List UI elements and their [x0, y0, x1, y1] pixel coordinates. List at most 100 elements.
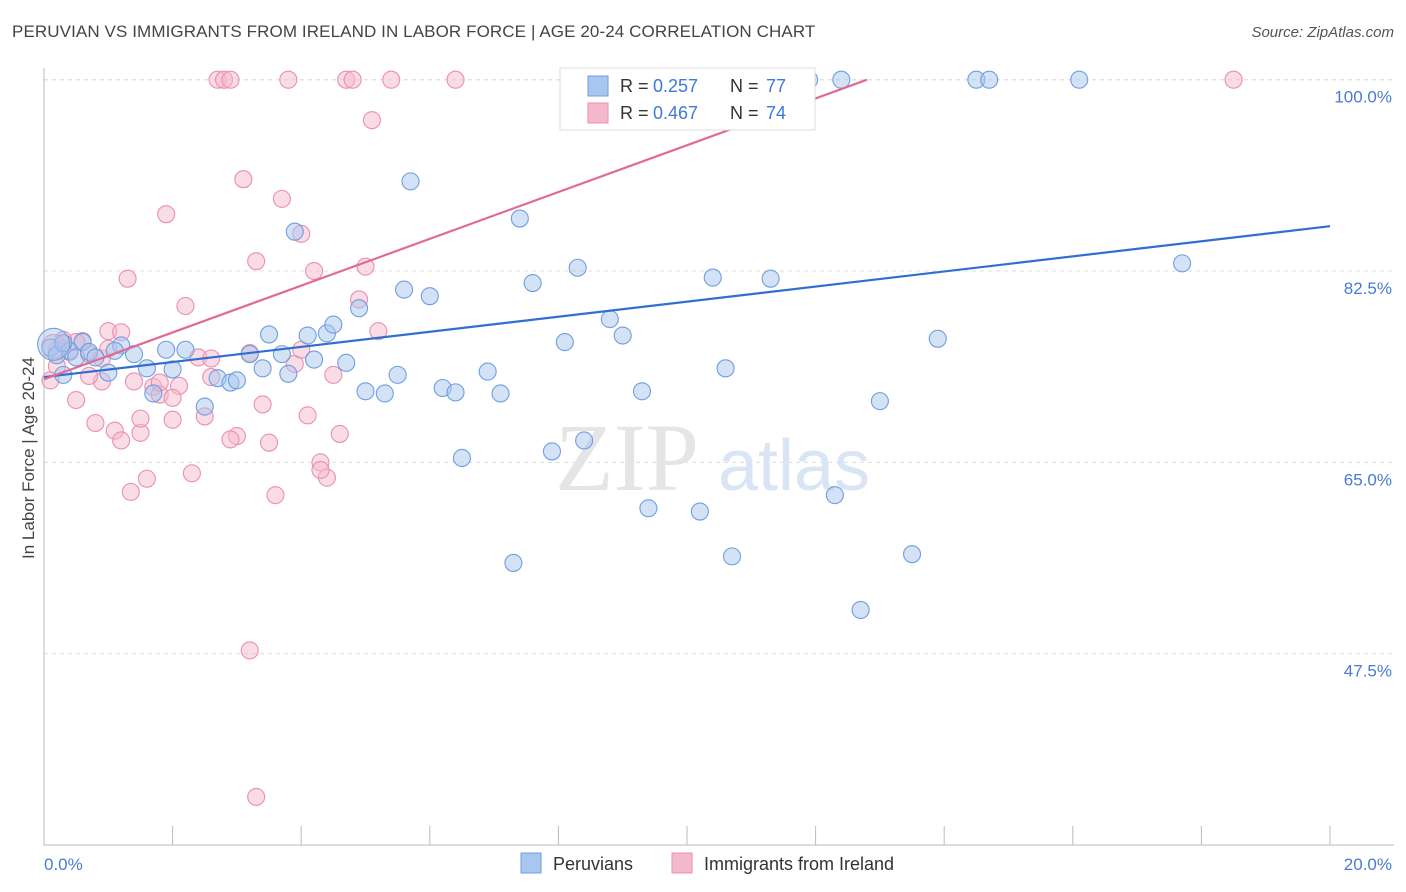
data-point-ireland — [266, 486, 285, 505]
data-point-ireland — [324, 365, 343, 384]
data-point-ireland — [163, 410, 182, 429]
legend-swatch-ireland — [587, 102, 609, 124]
trend-line-peruvians — [43, 225, 1331, 379]
data-point-peruvians — [452, 448, 472, 468]
data-point-peruvians — [176, 340, 195, 359]
data-point-peruvians — [902, 545, 922, 564]
data-point-ireland — [67, 390, 86, 410]
watermark-zip: ZIP — [555, 404, 699, 511]
data-point-ireland — [362, 111, 381, 130]
data-point-peruvians — [491, 384, 510, 403]
data-point-peruvians — [285, 222, 304, 241]
data-point-peruvians — [722, 547, 742, 566]
data-point-ireland — [343, 70, 362, 89]
data-point-peruvians — [298, 326, 317, 345]
data-point-peruvians — [504, 553, 523, 572]
data-point-ireland — [356, 257, 375, 276]
x-ticks — [43, 826, 1331, 845]
source-label: Source: ZipAtlas.com — [1251, 24, 1394, 41]
data-point-peruvians — [99, 363, 118, 382]
series-peruvians — [37, 70, 1192, 619]
bottom-legend: Peruvians Immigrants from Ireland — [520, 852, 894, 874]
data-point-peruvians — [144, 384, 163, 403]
data-point-peruvians — [928, 329, 947, 348]
data-point-ireland — [369, 322, 388, 341]
data-point-peruvians — [259, 325, 279, 344]
data-point-peruvians — [279, 364, 298, 383]
data-point-peruvians-cluster — [37, 327, 71, 361]
data-point-peruvians — [395, 280, 414, 299]
data-point-peruvians — [1070, 70, 1089, 89]
legend-r-label-2: R = — [620, 103, 649, 123]
data-point-peruvians — [613, 326, 632, 345]
data-point-peruvians — [446, 383, 465, 402]
data-point-peruvians — [639, 499, 658, 518]
data-point-ireland — [279, 70, 298, 89]
data-point-peruvians — [575, 431, 594, 450]
data-point-ireland — [137, 469, 156, 488]
watermark: ZIP atlas — [555, 404, 870, 511]
data-point-ireland — [86, 413, 105, 433]
y-tick-labels: 47.5% 65.0% 82.5% 100.0% — [1334, 88, 1392, 681]
bottom-legend-ireland: Immigrants from Ireland — [704, 854, 894, 874]
data-point-peruvians — [253, 359, 272, 378]
legend-n-value-1: 77 — [766, 76, 786, 96]
data-point-ireland — [1224, 70, 1243, 89]
legend-r-value-1: 0.257 — [653, 76, 698, 96]
data-point-peruvians — [761, 269, 780, 288]
data-point-peruvians — [542, 442, 562, 461]
data-point-peruvians — [690, 502, 709, 521]
legend: R = 0.257 N = 77 R = 0.467 N = 74 — [559, 67, 816, 131]
y-tick-label: 65.0% — [1344, 470, 1392, 489]
data-point-peruvians — [227, 371, 246, 390]
data-point-peruvians — [510, 209, 529, 228]
data-point-ireland — [247, 787, 266, 806]
data-point-ireland — [259, 433, 279, 452]
data-point-peruvians — [851, 600, 870, 619]
data-point-peruvians — [478, 362, 497, 381]
data-point-peruvians — [420, 287, 439, 306]
data-point-peruvians — [600, 310, 619, 329]
data-point-ireland — [247, 252, 266, 271]
data-point-peruvians — [401, 172, 420, 191]
data-point-peruvians — [324, 315, 343, 334]
bottom-legend-swatch-ireland — [671, 852, 693, 874]
legend-swatch-peruvians — [587, 75, 609, 97]
legend-n-label-1: N = — [730, 76, 759, 96]
data-point-ireland — [176, 296, 195, 316]
data-point-ireland — [311, 460, 330, 480]
data-point-ireland — [446, 70, 465, 89]
legend-n-label-2: N = — [730, 103, 759, 123]
data-point-peruvians — [632, 382, 652, 401]
y-tick-label: 47.5% — [1344, 662, 1392, 681]
legend-r-label-1: R = — [620, 76, 649, 96]
data-point-ireland — [124, 372, 144, 391]
data-point-peruvians — [195, 397, 214, 416]
data-point-ireland — [272, 189, 291, 208]
data-point-peruvians — [825, 486, 844, 505]
data-point-ireland — [330, 424, 349, 443]
data-point-peruvians — [54, 334, 73, 353]
data-point-ireland — [221, 70, 240, 89]
data-point-ireland — [182, 464, 201, 483]
data-point-peruvians — [137, 359, 156, 378]
data-point-peruvians — [555, 333, 574, 352]
data-point-ireland — [131, 409, 150, 428]
data-point-ireland — [118, 269, 137, 288]
data-point-peruvians — [305, 350, 324, 369]
data-point-peruvians — [388, 365, 407, 384]
data-point-peruvians — [568, 258, 587, 277]
data-point-ireland — [305, 261, 324, 281]
data-point-peruvians — [703, 268, 722, 287]
data-point-peruvians — [337, 353, 356, 372]
x-tick-label-max: 20.0% — [1344, 855, 1392, 874]
data-point-peruvians — [1173, 254, 1192, 273]
y-tick-label: 82.5% — [1344, 279, 1392, 298]
data-point-peruvians — [157, 340, 176, 359]
data-point-ireland — [221, 430, 240, 449]
data-point-ireland — [112, 431, 131, 450]
data-point-ireland — [382, 70, 401, 89]
data-point-ireland — [234, 170, 253, 189]
chart-title: PERUVIAN VS IMMIGRANTS FROM IRELAND IN L… — [12, 22, 816, 41]
